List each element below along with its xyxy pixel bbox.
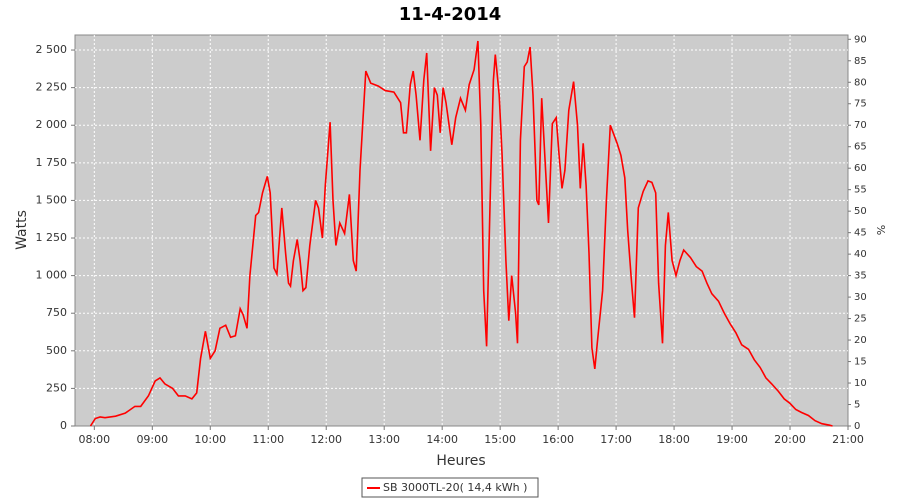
y2-tick-label: 80 xyxy=(854,77,867,88)
y-tick-label: 1 500 xyxy=(36,193,68,206)
x-tick-label: 11:00 xyxy=(252,433,284,446)
x-tick-label: 19:00 xyxy=(716,433,748,446)
y2-tick-label: 65 xyxy=(854,142,867,153)
y-axis-title: Watts xyxy=(14,210,30,250)
y-tick-label: 1 000 xyxy=(36,269,68,282)
y-tick-label: 1 750 xyxy=(36,156,68,169)
y2-tick-label: 45 xyxy=(854,228,867,239)
y2-tick-label: 0 xyxy=(854,421,860,432)
y-tick-label: 2 500 xyxy=(36,43,68,56)
y2-axis-title: % xyxy=(875,225,888,235)
y-tick-label: 250 xyxy=(46,381,67,394)
x-tick-label: 21:00 xyxy=(832,433,864,446)
y-tick-label: 2 000 xyxy=(36,118,68,131)
x-tick-label: 12:00 xyxy=(310,433,342,446)
x-tick-label: 15:00 xyxy=(484,433,516,446)
x-tick-label: 13:00 xyxy=(368,433,400,446)
y2-tick-label: 30 xyxy=(854,292,867,303)
y2-tick-label: 75 xyxy=(854,99,867,110)
x-tick-label: 08:00 xyxy=(78,433,110,446)
y2-tick-label: 20 xyxy=(854,335,867,346)
y-tick-label: 1 250 xyxy=(36,231,68,244)
y-tick-label: 2 250 xyxy=(36,81,68,94)
legend-label: SB 3000TL-20( 14,4 kWh ) xyxy=(383,481,527,494)
x-tick-label: 17:00 xyxy=(600,433,632,446)
y-tick-label: 750 xyxy=(46,306,67,319)
x-tick-label: 14:00 xyxy=(426,433,458,446)
y2-tick-label: 5 xyxy=(854,400,860,411)
x-tick-label: 09:00 xyxy=(136,433,168,446)
y-tick-label: 500 xyxy=(46,344,67,357)
y2-tick-label: 55 xyxy=(854,185,867,196)
y2-tick-label: 50 xyxy=(854,206,867,217)
x-tick-label: 18:00 xyxy=(658,433,690,446)
x-tick-label: 20:00 xyxy=(774,433,806,446)
legend xyxy=(361,477,539,498)
data-line xyxy=(89,40,833,427)
y2-tick-label: 70 xyxy=(854,120,867,131)
y2-tick-label: 90 xyxy=(854,34,867,45)
y2-tick-label: 40 xyxy=(854,249,867,260)
y-tick-label: 0 xyxy=(60,419,67,432)
x-tick-label: 10:00 xyxy=(194,433,226,446)
y2-tick-label: 10 xyxy=(854,378,867,389)
x-axis-title: Heures xyxy=(436,453,485,469)
y2-tick-label: 15 xyxy=(854,357,867,368)
x-tick-label: 16:00 xyxy=(542,433,574,446)
chart-title: 11-4-2014 xyxy=(399,4,502,25)
y2-tick-label: 85 xyxy=(854,56,867,67)
y2-tick-label: 35 xyxy=(854,271,867,282)
y2-tick-label: 25 xyxy=(854,314,867,325)
y2-tick-label: 60 xyxy=(854,163,867,174)
